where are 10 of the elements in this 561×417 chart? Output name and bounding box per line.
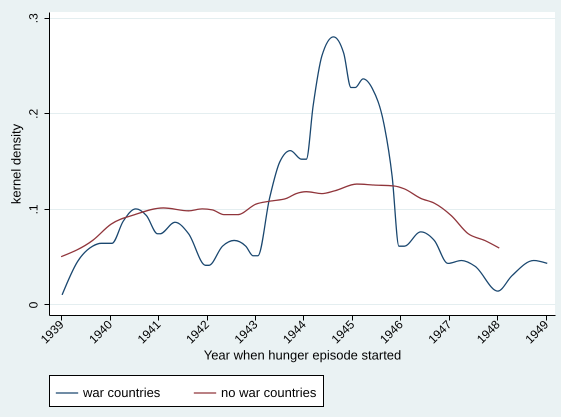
y-tick-label: 0 <box>26 301 40 308</box>
y-axis-title: kernel density <box>8 123 24 204</box>
y-tick-label: .2 <box>26 108 40 119</box>
y-tick-label: .3 <box>26 12 40 24</box>
line-series <box>60 183 500 258</box>
legend-label: war countries <box>82 385 161 400</box>
line-series <box>61 36 548 296</box>
y-tick-label: .1 <box>26 204 40 214</box>
legend-label: no war countries <box>221 385 317 400</box>
x-axis-title: Year when hunger episode started <box>204 348 402 363</box>
